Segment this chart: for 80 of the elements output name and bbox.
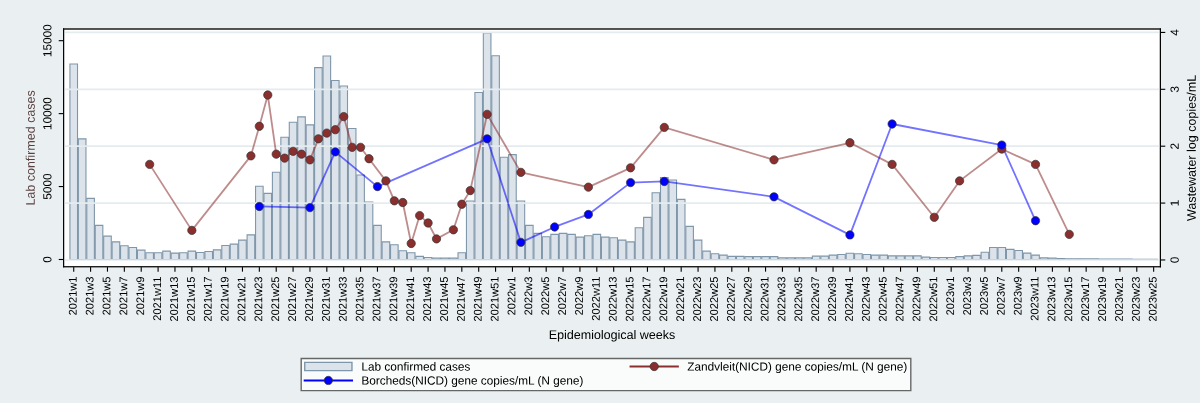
x-tick-label: 2021w33 (338, 276, 347, 322)
y2-tick-label: 1 (1170, 200, 1179, 206)
x-tick-label: 2022w27 (726, 277, 735, 322)
x-tick-label: 2022w29 (743, 277, 752, 322)
x-tick-label: 2022w41 (845, 277, 853, 322)
x-tick-label: 2021w5 (102, 276, 111, 315)
x-tick-label: 2021w15 (186, 276, 195, 322)
x-tick-label: 2022w33 (777, 276, 786, 322)
x-tick-label: 2022w47 (895, 277, 904, 322)
x-tick-label: 2023w23 (1131, 276, 1140, 322)
x-tick-label: 2023w25 (1148, 276, 1157, 322)
x-tick-label: 2021w51 (490, 277, 499, 322)
x-tick-label: 2022w3 (524, 276, 533, 315)
x-tick-label: 2021w23 (254, 276, 263, 322)
y2-tick-label: 0 (1170, 257, 1179, 263)
x-tick-label: 2021w29 (305, 277, 313, 322)
x-tick-label: 2021w35 (355, 276, 364, 322)
y-tick-label: 5000 (43, 173, 52, 200)
x-tick-label: 2022w35 (794, 276, 803, 322)
x-tick-label: 2023w5 (980, 276, 988, 315)
x-tick-label: 2023w9 (1013, 277, 1022, 315)
x-tick-label: 2023w1 (946, 277, 955, 315)
x-tick-label: 2022w45 (878, 276, 887, 322)
x-tick-label: 2021w25 (271, 276, 280, 322)
x-tick-label: 2021w3 (85, 276, 94, 315)
legend-label: Borcheds(NICD) gene copies/mL (N gene) (362, 376, 583, 388)
x-tick-label: 2021w9 (136, 277, 145, 315)
x-tick-label: 2023w21 (1115, 277, 1123, 322)
x-tick-label: 2023w7 (996, 277, 1005, 315)
y2-axis-title: Wastewater log copies/mL (1186, 75, 1199, 221)
x-tick-label: 2023w3 (963, 276, 972, 315)
x-tick-label: 2021w49 (473, 277, 482, 322)
legend-label: Lab confirmed cases (362, 362, 470, 371)
x-axis-title: Epidemiological weeks (549, 329, 675, 342)
y-axis-title: Lab confirmed cases (25, 90, 35, 205)
x-tick-label: 2022w39 (828, 277, 837, 322)
x-tick-label: 2022w21 (676, 277, 685, 322)
x-tick-label: 2022w7 (558, 277, 567, 315)
x-tick-label: 2022w37 (811, 277, 820, 322)
x-tick-label: 2021w17 (203, 277, 212, 322)
y2-tick-label: 4 (1170, 29, 1179, 36)
x-tick-label: 2021w43 (423, 276, 432, 322)
x-tick-label: 2023w19 (1098, 277, 1107, 322)
x-tick-label: 2023w17 (1081, 277, 1090, 322)
x-tick-label: 2021w19 (220, 277, 229, 322)
x-tick-label: 2021w37 (372, 277, 381, 322)
x-tick-label: 2021w21 (237, 277, 246, 322)
x-tick-label: 2022w13 (608, 276, 617, 322)
y2-tick-label: 2 (1170, 143, 1179, 149)
x-tick-label: 2021w1 (68, 277, 77, 315)
x-tick-label: 2023w13 (1047, 276, 1056, 322)
y-tick-label: 10000 (43, 97, 52, 130)
x-tick-label: 2022w19 (659, 277, 668, 322)
x-tick-label: 2021w45 (440, 276, 448, 322)
x-tick-label: 2021w27 (288, 277, 297, 322)
y2-tick-label: 3 (1170, 86, 1179, 93)
x-tick-label: 2021w31 (321, 277, 330, 322)
x-tick-label: 2022w49 (912, 277, 921, 322)
x-tick-label: 2022w31 (760, 277, 769, 322)
x-tick-label: 2022w15 (625, 276, 634, 322)
legend-label: Zandvleit(NICD) gene copies/mL (N gene) (687, 362, 907, 374)
x-tick-label: 2022w43 (861, 276, 870, 322)
x-tick-label: 2022w51 (929, 277, 938, 322)
x-tick-label: 2021w41 (406, 277, 415, 322)
x-tick-label: 2021w39 (389, 277, 398, 322)
y-tick-label: 15000 (43, 24, 52, 57)
x-tick-label: 2022w11 (591, 277, 600, 321)
x-tick-label: 2022w25 (710, 276, 718, 322)
y-tick-label: 0 (43, 256, 52, 263)
x-tick-label: 2021w7 (119, 277, 128, 315)
x-tick-label: 2022w5 (541, 276, 550, 315)
x-tick-label: 2022w1 (507, 277, 516, 315)
x-tick-label: 2022w9 (575, 277, 583, 315)
x-tick-label: 2023w15 (1064, 276, 1073, 322)
x-tick-label: 2021w11 (153, 277, 162, 321)
x-tick-label: 2021w13 (170, 276, 178, 322)
x-tick-label: 2022w17 (642, 277, 651, 322)
x-tick-label: 2023w11 (1030, 277, 1039, 321)
x-tick-label: 2021w47 (456, 277, 465, 322)
x-tick-label: 2022w23 (693, 276, 702, 322)
